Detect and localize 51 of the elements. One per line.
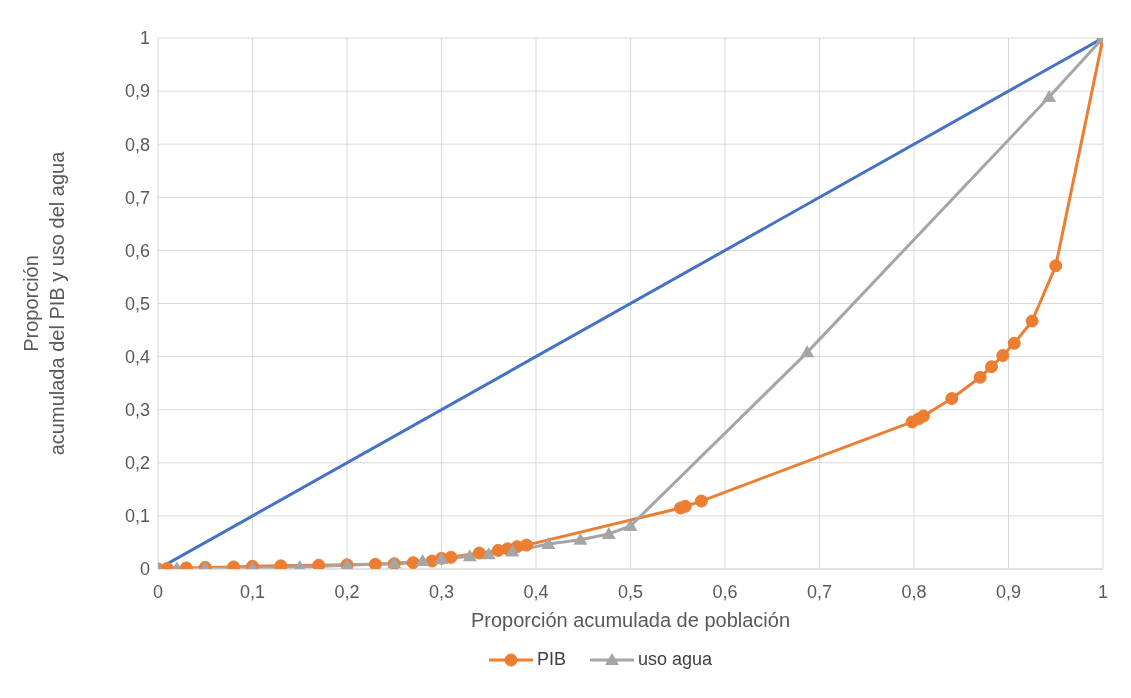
x-tick-label: 0,4 [523, 581, 549, 602]
point [1025, 314, 1039, 328]
x-tick-label: 0,3 [428, 581, 455, 602]
y-tick-label: 0,2 [124, 453, 150, 474]
y-tick-label: 1 [139, 28, 150, 49]
point [415, 554, 430, 567]
point [1049, 259, 1063, 273]
x-tick-label: 0,6 [712, 581, 738, 602]
point [1007, 336, 1021, 350]
x-tick-label: 0,8 [901, 581, 927, 602]
y-tick-label: 0,8 [124, 134, 150, 155]
point [472, 546, 486, 560]
x-tick-label: 0 [152, 581, 164, 602]
point [601, 526, 616, 539]
x-tick-label: 0,1 [239, 581, 266, 602]
point [945, 392, 959, 406]
x-tick-label: 0,7 [806, 581, 833, 602]
y-tick-label: 0 [139, 559, 150, 580]
point [274, 559, 288, 569]
x-tick-label: 0,2 [334, 581, 360, 602]
point [623, 518, 638, 531]
point [973, 370, 987, 384]
point [312, 558, 326, 569]
point [800, 345, 815, 358]
point [541, 537, 556, 550]
point [505, 544, 520, 557]
y-tick-label: 0,5 [124, 293, 150, 314]
y-tick-label: 0,1 [124, 506, 150, 527]
x-axis-title: Proporción acumulada de población [470, 609, 791, 631]
point [462, 549, 477, 562]
point [368, 557, 382, 569]
point [694, 494, 708, 508]
point [573, 532, 588, 545]
point [406, 556, 420, 569]
point [916, 409, 930, 423]
y-axis-title: Proporción acumulada del PIB y uso del agua [20, 150, 68, 456]
legend-label: PIB [536, 649, 566, 670]
y-tick-label: 0,6 [124, 240, 150, 261]
point [996, 349, 1010, 363]
x-tick-label: 0,5 [617, 581, 644, 602]
point [984, 360, 998, 374]
point [481, 547, 496, 560]
point [444, 550, 458, 564]
y-tick-label: 0,7 [124, 187, 150, 208]
y-tick-label: 0,3 [124, 400, 150, 421]
x-tick-label: 0,9 [995, 581, 1022, 602]
legend-label: uso agua [637, 649, 713, 670]
y-tick-label: 0,4 [124, 346, 150, 367]
point [520, 538, 534, 552]
x-tick-label: 1 [1097, 581, 1109, 602]
y-tick-label: 0,9 [124, 81, 150, 102]
